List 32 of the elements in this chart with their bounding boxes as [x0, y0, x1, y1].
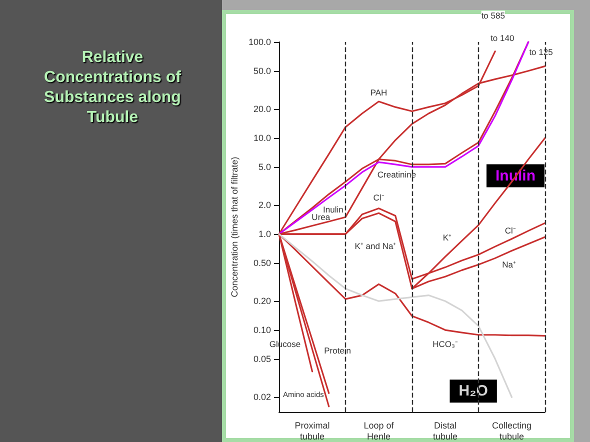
y-tick-label: 0.20	[253, 296, 271, 306]
y-tick-label: 2.0	[258, 200, 271, 210]
y-tick-label: 1.0	[258, 229, 271, 240]
series-label: Urea	[312, 212, 330, 222]
series-label: PAH	[370, 88, 388, 98]
y-tick-label: 0.10	[253, 325, 271, 336]
series-label: Creatinine	[377, 169, 416, 180]
series-label: K⁺	[442, 232, 452, 243]
text: Relative Concentrations of Substances along Tubule	[43, 48, 182, 128]
y-tick-label: 0.05	[253, 354, 271, 364]
text: to 585	[481, 10, 506, 20]
series-label: Inulin	[323, 204, 344, 215]
x-tick-label: Distal tubule	[432, 420, 458, 442]
annotation: to 140	[490, 33, 514, 43]
y-tick-label: 10.0	[253, 133, 271, 144]
series-label: HCO₃⁻	[432, 339, 458, 350]
y-tick-label: 5.0	[258, 162, 271, 172]
series-label: K⁺ and Na⁺	[354, 241, 396, 252]
text: Cl⁻	[373, 192, 384, 202]
y-axis-title: Concentration (times that of filtrate)	[230, 156, 240, 298]
series-label: Cl⁻	[504, 225, 516, 236]
x-tick-label: Loop of Henle	[364, 420, 394, 442]
series-label: Na⁺	[502, 260, 516, 270]
x-tick-label: Collecting tubule	[492, 420, 532, 442]
y-tick-label: 100.0	[248, 37, 271, 47]
series-label: Protein	[324, 346, 352, 356]
y-tick-label: 50.0	[253, 66, 271, 76]
y-tick-label: 0.02	[253, 392, 271, 402]
series-label: H₂O	[458, 382, 488, 400]
y-tick-label: 20.0	[253, 104, 271, 114]
y-tick-label: 0.50	[253, 258, 271, 268]
x-tick-label: Proximal tubule	[294, 420, 330, 442]
